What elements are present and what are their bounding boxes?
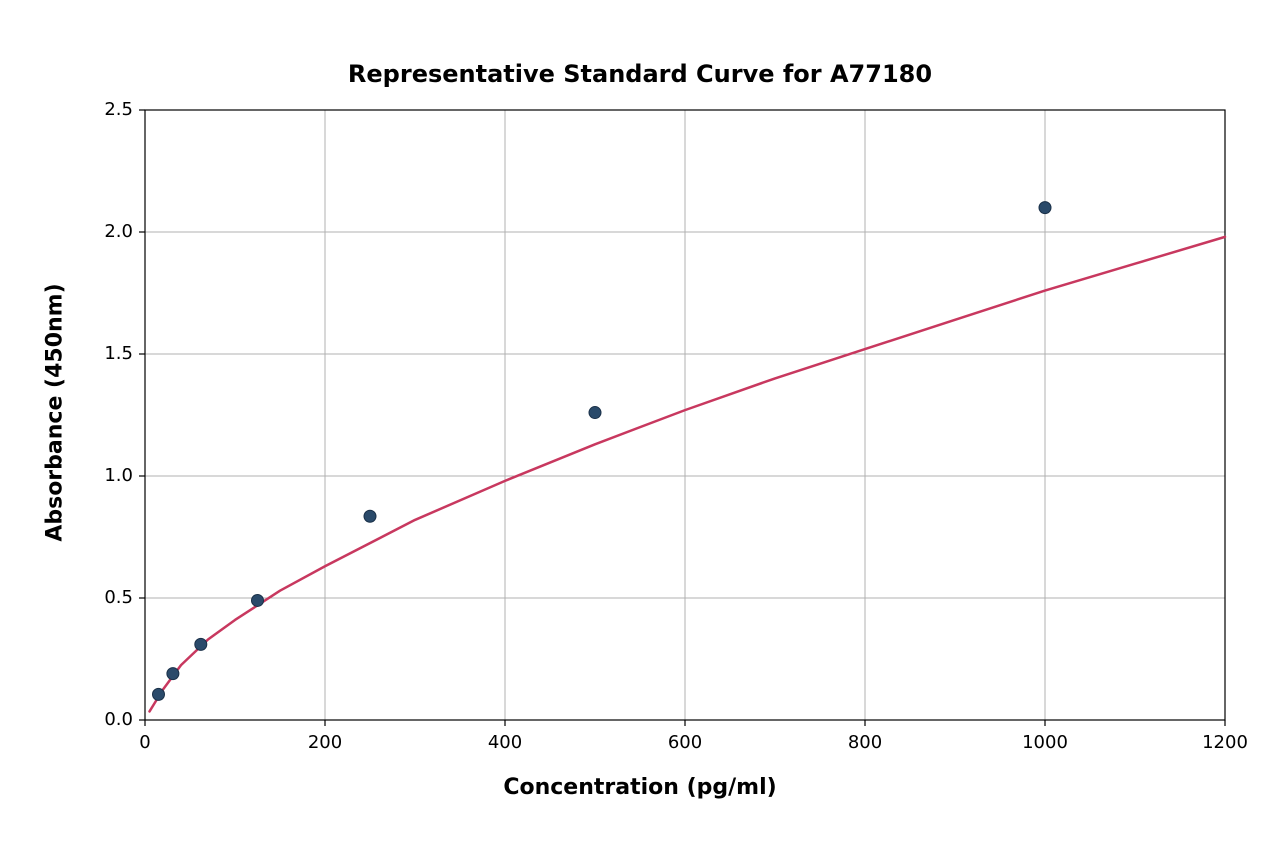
chart-container: Representative Standard Curve for A77180… bbox=[0, 0, 1280, 845]
scatter-point bbox=[589, 407, 601, 419]
xtick-label: 200 bbox=[285, 732, 365, 753]
chart-plot-svg bbox=[145, 110, 1225, 720]
ytick-label: 1.0 bbox=[83, 465, 133, 486]
xtick-label: 800 bbox=[825, 732, 905, 753]
xtick-label: 1000 bbox=[1005, 732, 1085, 753]
scatter-point bbox=[252, 594, 264, 606]
ytick-label: 2.0 bbox=[83, 221, 133, 242]
ytick-label: 1.5 bbox=[83, 343, 133, 364]
chart-xlabel: Concentration (pg/ml) bbox=[0, 775, 1280, 800]
scatter-point bbox=[364, 510, 376, 522]
ytick-label: 0.0 bbox=[83, 709, 133, 730]
xtick-label: 0 bbox=[105, 732, 185, 753]
ytick-label: 2.5 bbox=[83, 99, 133, 120]
scatter-point bbox=[1039, 202, 1051, 214]
scatter-point bbox=[153, 688, 165, 700]
curve-line bbox=[150, 237, 1226, 712]
scatter-point bbox=[195, 638, 207, 650]
chart-ylabel: Absorbance (450nm) bbox=[43, 263, 68, 563]
scatter-point bbox=[167, 668, 179, 680]
chart-title: Representative Standard Curve for A77180 bbox=[0, 60, 1280, 88]
xtick-label: 400 bbox=[465, 732, 545, 753]
xtick-label: 1200 bbox=[1185, 732, 1265, 753]
ytick-label: 0.5 bbox=[83, 587, 133, 608]
xtick-label: 600 bbox=[645, 732, 725, 753]
